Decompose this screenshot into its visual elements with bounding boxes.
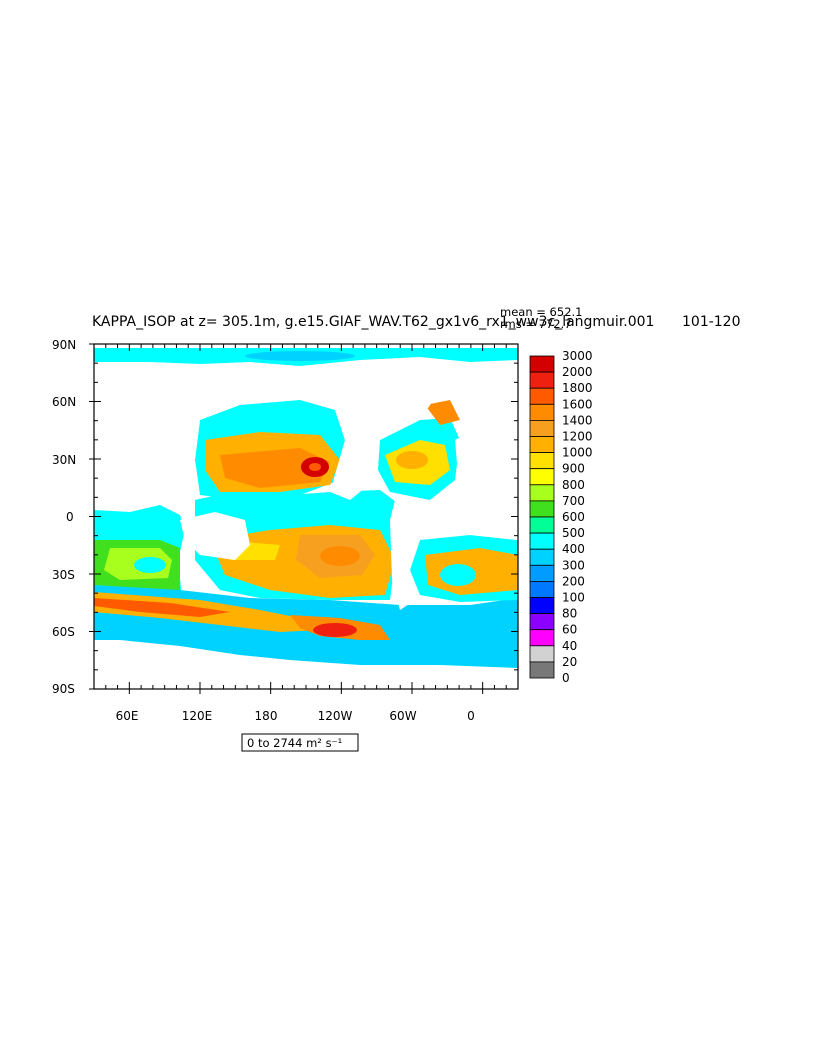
- colorbar-swatch: [529, 516, 555, 534]
- plot-title: KAPPA_ISOP at z= 305.1m, g.e15.GIAF_WAV.…: [92, 314, 654, 330]
- land-africa-europe: [455, 420, 518, 540]
- colorbar-level-label: 500: [562, 526, 585, 540]
- colorbar-swatch: [529, 452, 555, 470]
- colorbar-swatch: [529, 532, 555, 550]
- colorbar-swatch: [529, 613, 555, 631]
- colorbar-level-label: 100: [562, 591, 585, 605]
- colorbar-level-label: 20: [562, 655, 577, 669]
- range-box: [241, 733, 359, 752]
- lon-label: 120E: [182, 709, 213, 723]
- lon-label: 60E: [116, 709, 139, 723]
- colorbar-swatch: [529, 403, 555, 421]
- axis-ticks: [89, 343, 519, 694]
- colorbar-level-label: 0: [562, 671, 570, 685]
- range-label: 0 to 2744 m² s⁻¹: [247, 736, 342, 750]
- land-australia: [180, 512, 250, 560]
- colorbar-level-label: 700: [562, 494, 585, 508]
- colorbar-level-label: 1200: [562, 430, 593, 444]
- colorbar-level-label: 400: [562, 542, 585, 556]
- rms-stat: rms = 772.7: [500, 317, 572, 331]
- colorbar-swatch: [529, 661, 555, 679]
- land-south-america: [390, 500, 440, 610]
- colorbar-level-label: 600: [562, 510, 585, 524]
- colorbar-level-label: 1600: [562, 397, 593, 411]
- colorbar-swatch: [529, 564, 555, 582]
- colorbar-level-label: 3000: [562, 349, 593, 363]
- colorbar-level-label: 900: [562, 462, 585, 476]
- lat-label: 90N: [52, 338, 76, 352]
- lon-label: 180: [255, 709, 278, 723]
- colorbar-swatch: [529, 500, 555, 518]
- colorbar: 3000200018001600140012001000900800700600…: [529, 349, 593, 685]
- colorbar-level-label: 1000: [562, 446, 593, 460]
- lat-label: 90S: [52, 682, 75, 696]
- year-range: 101-120: [682, 314, 741, 330]
- colorbar-swatch: [529, 371, 555, 389]
- colorbar-level-label: 60: [562, 623, 577, 637]
- colorbar-swatch: [529, 548, 555, 566]
- land-north-america: [330, 357, 440, 500]
- land-eurasia: [94, 362, 230, 505]
- lat-label: 60S: [52, 625, 75, 639]
- lat-label: 60N: [52, 395, 76, 409]
- map-field: [94, 344, 518, 689]
- colorbar-swatch: [529, 597, 555, 615]
- colorbar-swatch: [529, 387, 555, 405]
- colorbar-level-label: 2000: [562, 365, 593, 379]
- colorbar-swatch: [529, 419, 555, 437]
- colorbar-level-label: 1400: [562, 413, 593, 427]
- lat-label: 30S: [52, 568, 75, 582]
- lat-label: 30N: [52, 453, 76, 467]
- colorbar-swatch: [529, 645, 555, 663]
- colorbar-level-label: 40: [562, 639, 577, 653]
- lon-label: 0: [467, 709, 475, 723]
- colorbar-swatch: [529, 484, 555, 502]
- mean-stat: mean = 652.1: [500, 305, 582, 319]
- colorbar-swatch: [529, 436, 555, 454]
- longitude-labels: 60E 120E 180 120W 60W 0: [116, 709, 475, 723]
- latitude-labels: 90N 60N 30N 0 30S 60S 90S: [52, 338, 76, 696]
- lat-label: 0: [66, 510, 74, 524]
- colorbar-swatch: [529, 468, 555, 486]
- colorbar-swatch: [529, 629, 555, 647]
- colorbar-level-label: 800: [562, 478, 585, 492]
- colorbar-level-label: 300: [562, 558, 585, 572]
- colorbar-swatch: [529, 581, 555, 598]
- lon-label: 120W: [318, 709, 353, 723]
- lon-label: 60W: [389, 709, 416, 723]
- colorbar-swatch: [529, 355, 555, 373]
- colorbar-level-label: 1800: [562, 381, 593, 395]
- colorbar-level-label: 80: [562, 607, 577, 621]
- colorbar-level-label: 200: [562, 574, 585, 588]
